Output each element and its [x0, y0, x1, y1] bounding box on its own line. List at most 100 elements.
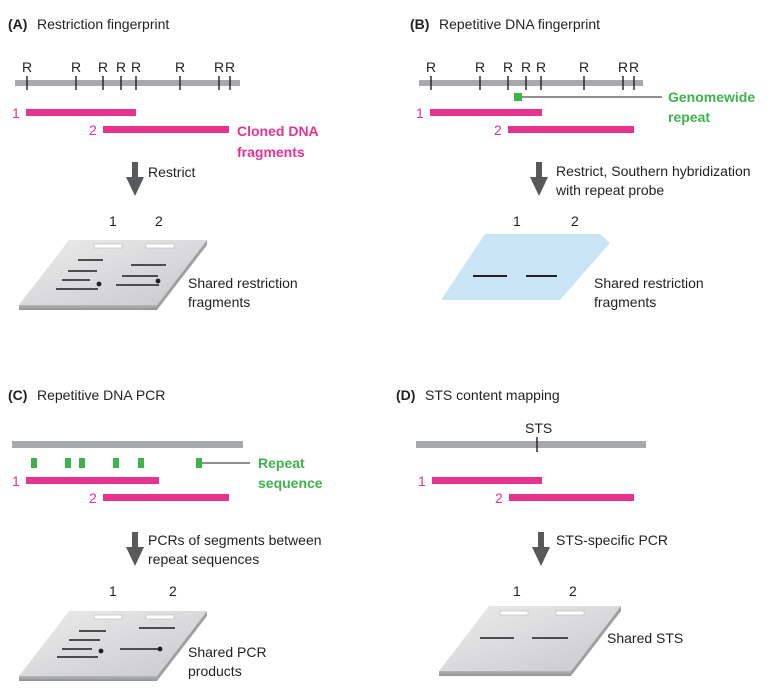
result-line1: Shared STS — [607, 630, 683, 646]
clone-1-bar — [26, 477, 159, 484]
panel-a: (A) Restriction fingerprint R R R R R R … — [8, 16, 319, 310]
site-label: R — [579, 59, 589, 75]
chromosome-bar — [419, 80, 643, 86]
gel-bands — [56, 259, 166, 290]
clone-2-bar — [508, 126, 634, 133]
panel-c: (C) Repetitive DNA PCR Repeat sequence 1… — [8, 387, 323, 681]
step-label-line2: repeat sequences — [148, 551, 259, 567]
lane-2-label: 2 — [155, 213, 163, 229]
clone-1-label: 1 — [416, 105, 424, 121]
clone-1-bar — [432, 477, 542, 484]
result-line2: products — [188, 663, 242, 679]
panel-b-title: Repetitive DNA fingerprint — [439, 16, 600, 32]
clone-2-bar — [103, 494, 229, 501]
gel-bands — [57, 627, 175, 658]
panel-b: (B) Repetitive DNA fingerprint R R R R R… — [410, 16, 755, 310]
gel — [19, 240, 207, 310]
clone-1-label: 1 — [12, 105, 20, 121]
repeat-sequences — [31, 458, 202, 468]
clone-1-label: 1 — [12, 473, 20, 489]
site-label: R — [98, 59, 108, 75]
restriction-ticks — [430, 76, 635, 90]
gel-dot — [155, 278, 161, 284]
gel-well — [145, 614, 175, 620]
lane-1-label: 1 — [109, 213, 117, 229]
panel-a-title: Restriction fingerprint — [37, 16, 169, 32]
site-label: R — [175, 59, 185, 75]
panel-b-letter: (B) — [410, 16, 429, 32]
site-label: R — [475, 59, 485, 75]
down-arrow-icon — [532, 532, 550, 566]
lane-2-label: 2 — [569, 583, 577, 599]
gel-dot — [96, 281, 102, 287]
clone-2-label: 2 — [89, 122, 97, 138]
site-label: R — [214, 59, 224, 75]
gel — [439, 606, 621, 676]
panel-d-letter: (D) — [396, 387, 415, 403]
clone-1-bar — [26, 109, 136, 116]
site-label: R — [22, 59, 32, 75]
panel-c-title: Repetitive DNA PCR — [37, 387, 165, 403]
step-label-line1: PCRs of segments between — [148, 532, 322, 548]
down-arrow-icon — [530, 162, 548, 196]
result-line1: Shared restriction — [188, 275, 298, 291]
gel-well — [145, 243, 175, 249]
gel-dot — [157, 646, 163, 652]
step-label: Restrict — [148, 164, 196, 180]
gel-well — [555, 610, 585, 616]
site-label: R — [503, 59, 513, 75]
site-label: R — [629, 59, 639, 75]
result-line1: Shared PCR — [188, 644, 267, 660]
down-arrow-icon — [126, 532, 144, 566]
gel — [19, 611, 207, 681]
chromosome-bar — [12, 441, 243, 448]
gel-well — [93, 614, 123, 620]
site-label: R — [618, 59, 628, 75]
chromosome-bar — [416, 441, 646, 448]
site-label: R — [521, 59, 531, 75]
repeat-label-line1: Genomewide — [668, 89, 755, 105]
lane-2-label: 2 — [571, 213, 579, 229]
clone-1-label: 1 — [418, 473, 426, 489]
lane-1-label: 1 — [109, 583, 117, 599]
restriction-ticks — [26, 76, 231, 90]
clone-2-label: 2 — [495, 490, 503, 506]
panel-d-title: STS content mapping — [425, 387, 560, 403]
result-line2: fragments — [594, 294, 656, 310]
repeat-label-line2: repeat — [668, 109, 710, 125]
repeat-label-line2: sequence — [258, 475, 323, 491]
lane-1-label: 1 — [513, 213, 521, 229]
site-label: R — [116, 59, 126, 75]
site-label: R — [426, 59, 436, 75]
panel-c-letter: (C) — [8, 387, 27, 403]
lane-2-label: 2 — [169, 583, 177, 599]
site-label: R — [225, 59, 235, 75]
clone-1-bar — [430, 109, 542, 116]
panel-a-letter: (A) — [8, 16, 27, 32]
step-label: STS-specific PCR — [556, 532, 668, 548]
gel-well — [93, 243, 123, 249]
clone-2-label: 2 — [494, 122, 502, 138]
panel-d: (D) STS content mapping STS 1 2 STS-spec… — [396, 387, 683, 676]
down-arrow-icon — [126, 162, 144, 196]
cloned-dna-label-line1: Cloned DNA — [237, 123, 319, 139]
site-label: R — [71, 59, 81, 75]
step-label-line1: Restrict, Southern hybridization — [556, 163, 751, 179]
southern-membrane — [441, 234, 610, 300]
site-label: R — [131, 59, 141, 75]
cloned-dna-label-line2: fragments — [237, 144, 305, 160]
site-label: R — [536, 59, 546, 75]
sts-label: STS — [525, 420, 552, 436]
chromosome-bar — [15, 80, 240, 86]
gel-well — [499, 610, 529, 616]
result-line1: Shared restriction — [594, 275, 704, 291]
step-label-line2: with repeat probe — [555, 182, 664, 198]
clone-2-label: 2 — [89, 490, 97, 506]
lane-1-label: 1 — [513, 583, 521, 599]
clone-2-bar — [103, 126, 229, 133]
gel-dot — [98, 648, 104, 654]
repeat-label-line1: Repeat — [258, 455, 305, 471]
clone-2-bar — [509, 494, 634, 501]
repeat-marker — [514, 93, 522, 101]
